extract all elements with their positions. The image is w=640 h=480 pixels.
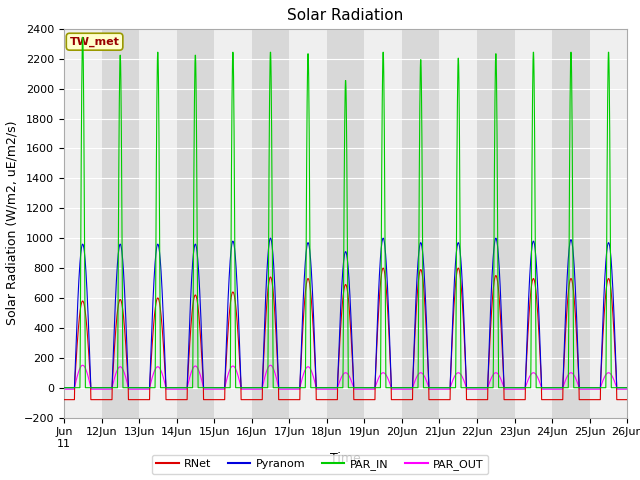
Bar <box>515 29 552 418</box>
Bar <box>440 29 477 418</box>
Bar <box>364 29 402 418</box>
Bar <box>139 29 177 418</box>
Text: TW_met: TW_met <box>70 36 120 47</box>
Bar <box>627 29 640 418</box>
Bar <box>177 29 214 418</box>
Bar <box>402 29 440 418</box>
Bar <box>327 29 364 418</box>
Bar <box>589 29 627 418</box>
Bar <box>289 29 327 418</box>
X-axis label: Time: Time <box>330 452 361 465</box>
Bar <box>64 29 102 418</box>
Bar <box>477 29 515 418</box>
Legend: RNet, Pyranom, PAR_IN, PAR_OUT: RNet, Pyranom, PAR_IN, PAR_OUT <box>152 455 488 474</box>
Bar <box>552 29 589 418</box>
Title: Solar Radiation: Solar Radiation <box>287 9 404 24</box>
Bar <box>214 29 252 418</box>
Bar <box>252 29 289 418</box>
Bar <box>102 29 139 418</box>
Y-axis label: Solar Radiation (W/m2, uE/m2/s): Solar Radiation (W/m2, uE/m2/s) <box>5 121 18 325</box>
